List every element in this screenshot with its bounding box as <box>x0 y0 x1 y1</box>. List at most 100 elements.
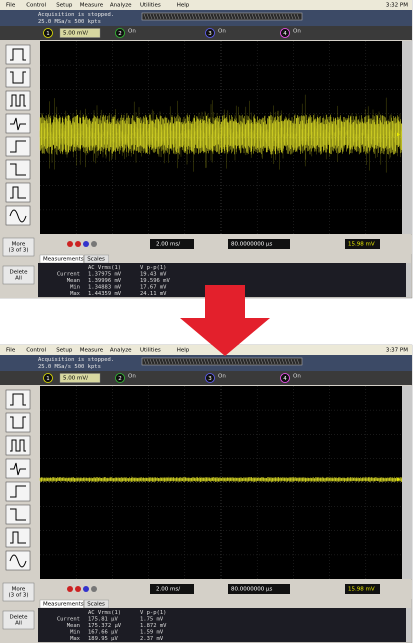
memory-hatch <box>143 13 147 20</box>
tool-icon <box>10 393 26 406</box>
memory-hatch <box>146 358 150 365</box>
run-button[interactable] <box>91 241 97 247</box>
menu-item[interactable]: Measure <box>80 3 104 9</box>
tool-button[interactable] <box>5 481 31 502</box>
memory-hatch <box>197 358 201 365</box>
delete-label: Delete <box>9 615 28 621</box>
channel-button[interactable] <box>115 373 125 383</box>
channel-number: 3 <box>208 31 212 37</box>
run-button[interactable] <box>75 586 81 592</box>
arrow <box>180 285 270 356</box>
tool-icon <box>10 186 26 199</box>
channel-button[interactable] <box>205 373 215 383</box>
memory-hatch <box>251 358 255 365</box>
tool-button[interactable] <box>5 90 31 111</box>
memory-hatch <box>278 13 282 20</box>
run-button[interactable] <box>75 241 81 247</box>
more-button[interactable] <box>2 237 35 257</box>
menu-item[interactable]: Analyze <box>110 3 132 9</box>
memory-hatch <box>182 13 186 20</box>
row-label: Mean <box>67 278 80 284</box>
menu-item[interactable]: Utilities <box>140 3 161 9</box>
menu-item[interactable]: Measure <box>80 348 104 354</box>
memory-hatch <box>170 358 174 365</box>
memory-hatch <box>191 13 195 20</box>
menu-item[interactable]: Help <box>177 3 190 9</box>
menu-item[interactable]: Analyze <box>110 348 132 354</box>
menu-item[interactable]: File <box>6 348 16 354</box>
channel-scale: 5.00 mV/ <box>63 376 88 382</box>
row-label: Current <box>57 617 80 623</box>
tool-button[interactable] <box>5 136 31 157</box>
menu-item[interactable]: Setup <box>56 348 73 354</box>
timebase: 2.00 ms/ <box>156 242 180 248</box>
measurement-value: 175.81 µV <box>88 617 118 623</box>
memory-hatch <box>185 13 189 20</box>
menu-item[interactable]: File <box>6 3 16 9</box>
run-button[interactable] <box>67 586 73 592</box>
status-text: Acquisition is stopped. <box>38 12 114 18</box>
clock: 3:37 PM <box>386 348 408 354</box>
tool-button[interactable] <box>5 458 31 479</box>
table-scrollbar <box>406 263 411 297</box>
menu-item[interactable]: Help <box>177 348 190 354</box>
tool-button[interactable] <box>5 67 31 88</box>
measurement-value: 19.596 mV <box>140 278 170 284</box>
memory-hatch <box>281 13 285 20</box>
memory-hatch <box>254 13 258 20</box>
menu-item[interactable]: Control <box>26 3 46 9</box>
channel-button[interactable] <box>280 28 290 38</box>
column-header: AC Vrms(1) <box>88 610 121 616</box>
memory-hatch <box>176 13 180 20</box>
tool-button[interactable] <box>5 159 31 180</box>
memory-hatch <box>212 13 216 20</box>
measurement-value: 2.37 mV <box>140 636 164 642</box>
tool-button[interactable] <box>5 504 31 525</box>
delete-button[interactable] <box>2 265 35 285</box>
menu-item[interactable]: Control <box>26 348 46 354</box>
memory-hatch <box>161 358 165 365</box>
memory-hatch <box>266 13 270 20</box>
memory-hatch <box>203 358 207 365</box>
run-button[interactable] <box>67 241 73 247</box>
measurement-value: 1.39996 mV <box>88 278 122 284</box>
memory-hatch <box>236 358 240 365</box>
control-bar <box>38 580 412 599</box>
memory-hatch <box>230 358 234 365</box>
memory-hatch <box>215 13 219 20</box>
memory-hatch <box>182 358 186 365</box>
run-button[interactable] <box>83 241 89 247</box>
more-button[interactable] <box>2 582 35 602</box>
channel-number: 2 <box>118 31 122 37</box>
channel-button[interactable] <box>43 373 53 383</box>
menu-item[interactable]: Utilities <box>140 348 161 354</box>
memory-hatch <box>233 13 237 20</box>
tool-icon <box>10 117 26 131</box>
channel-button[interactable] <box>205 28 215 38</box>
memory-hatch <box>224 13 228 20</box>
menu-item[interactable]: Setup <box>56 3 73 9</box>
row-label: Max <box>70 291 81 297</box>
memory-hatch <box>239 358 243 365</box>
tool-icon <box>10 485 26 498</box>
delete-button[interactable] <box>2 610 35 630</box>
trigger-box <box>345 239 380 249</box>
trigger-marker <box>397 132 400 137</box>
clock: 3:32 PM <box>386 3 408 9</box>
memory-hatch <box>176 358 180 365</box>
memory-hatch <box>272 13 276 20</box>
measurement-value: 175.372 µV <box>88 623 122 629</box>
channel-button[interactable] <box>115 28 125 38</box>
tool-button[interactable] <box>5 435 31 456</box>
tool-button[interactable] <box>5 389 31 410</box>
channel-button[interactable] <box>43 28 53 38</box>
tool-icon <box>10 48 26 61</box>
channel-button[interactable] <box>280 373 290 383</box>
tool-button[interactable] <box>5 412 31 433</box>
run-button[interactable] <box>83 586 89 592</box>
sample-rate: 25.0 MSa/s 500 kpts <box>38 19 101 25</box>
run-button[interactable] <box>91 586 97 592</box>
memory-hatch <box>269 358 273 365</box>
tool-button[interactable] <box>5 113 31 134</box>
tool-button[interactable] <box>5 44 31 65</box>
